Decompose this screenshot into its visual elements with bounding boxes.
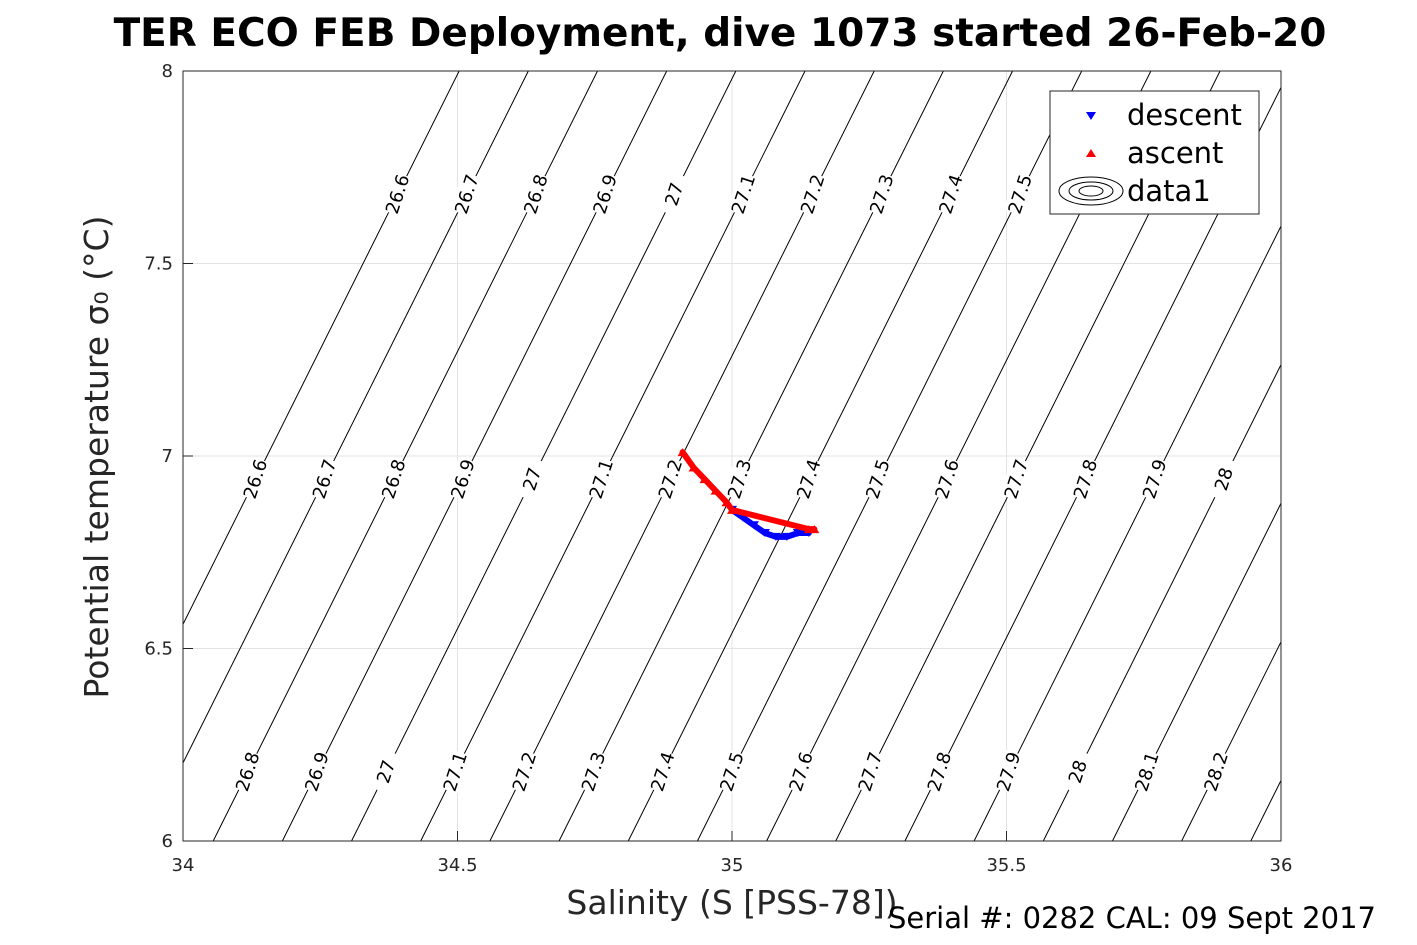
contour-line (973, 224, 1281, 841)
contour-label-bg (646, 749, 678, 794)
contour-line (1181, 640, 1281, 841)
contour-label: 27 (657, 171, 690, 217)
ascent-point (809, 525, 820, 534)
legend-data1-label: data1 (1127, 174, 1211, 208)
contour-label-bg (438, 749, 471, 794)
descent-point (781, 532, 792, 541)
contour-line (1042, 363, 1281, 841)
contour-label-bg (1130, 749, 1162, 794)
ascent-point (677, 448, 688, 457)
chart-title: TER ECO FEB Deployment, dive 1073 starte… (114, 11, 1327, 56)
y-ticks: 6 6.5 7 7.5 8 (144, 61, 193, 852)
contour-label-bg (934, 171, 966, 217)
descent-point (792, 529, 803, 537)
contour-label-bg (238, 456, 271, 501)
contour-label-bg (715, 749, 747, 794)
descent-point (770, 532, 781, 541)
data-points (677, 448, 820, 541)
contour-label-bg (796, 171, 828, 217)
contour-label-bg (369, 749, 401, 794)
ascent-point (721, 498, 732, 507)
legend-data1-icon (1058, 176, 1124, 206)
descent-point (759, 529, 770, 537)
ascent-point (710, 486, 721, 495)
contour-label-bg (999, 456, 1032, 501)
contour-label-bg (377, 456, 409, 501)
contour-label: 27.8 (922, 749, 956, 794)
contour-label-bg (381, 171, 413, 217)
x-tick-label: 35.5 (986, 855, 1026, 876)
y-tick-label: 7.5 (144, 254, 173, 275)
ascent-point (699, 475, 710, 484)
serial-info: Serial #: 0282 CAL: 09 Sept 2017 (888, 901, 1376, 935)
legend-ascent-label: ascent (1127, 136, 1223, 170)
contour-label-bg (930, 456, 962, 501)
y-axis-label: Potential temperature σ₀ (°C) (77, 216, 116, 699)
x-axis-label: Salinity (S [PSS-78]) (566, 883, 897, 922)
x-tick-label: 35 (721, 855, 744, 876)
contour-label-bg (231, 749, 263, 794)
contour-label-bg (1003, 171, 1035, 217)
ascent-point (688, 463, 699, 472)
x-tick-label: 36 (1270, 855, 1293, 876)
y-tick-label: 8 (162, 61, 173, 82)
contour-label-bg (450, 171, 482, 217)
contour-label-bg (653, 456, 686, 501)
contour-label-bg (726, 171, 759, 217)
contour-line (1112, 502, 1281, 841)
legend-descent-marker (1086, 112, 1096, 120)
legend-ascent-marker (1086, 149, 1096, 157)
contour-label-bg (861, 456, 893, 501)
contour-label-bg (865, 171, 897, 217)
contour-label-bg (584, 456, 617, 501)
contour-label-bg (992, 749, 1024, 794)
contour-label-bg (1068, 456, 1101, 501)
contour-label-bg (922, 749, 955, 794)
contour-label-bg (588, 171, 620, 217)
contour-label-bg (577, 749, 609, 794)
y-tick-label: 6 (162, 831, 173, 852)
legend-box (1049, 90, 1260, 215)
legend[interactable]: descent ascent data1 (1049, 90, 1260, 215)
legend-descent-label: descent (1127, 98, 1242, 132)
x-ticks: 34 34.5 35 35.5 36 (172, 831, 1293, 876)
contour-label-bg (507, 749, 540, 794)
contour-label-bg (515, 456, 547, 501)
contour-label-bg (1207, 456, 1239, 501)
contour-label-bg (792, 456, 824, 501)
x-tick-label: 34 (172, 855, 195, 876)
contour-label: 27 (515, 456, 547, 501)
contour-label-bg (784, 749, 816, 794)
contour-label-bg (1138, 456, 1170, 501)
contour-label-bg (446, 456, 478, 501)
ascent-point (727, 505, 737, 514)
contour-label-bg (308, 456, 340, 501)
contour-label-bg (657, 171, 690, 217)
descent-point (748, 521, 759, 530)
contour-label-bg (723, 456, 755, 501)
y-tick-label: 7 (162, 446, 173, 467)
contour-label-bg (300, 749, 332, 794)
contour-label-bg (853, 749, 886, 794)
y-tick-label: 6.5 (144, 639, 173, 660)
x-tick-label: 34.5 (437, 855, 477, 876)
contour-label-bg (1061, 749, 1093, 794)
contour-label-bg (1199, 749, 1231, 794)
contour-label-bg (519, 171, 551, 217)
